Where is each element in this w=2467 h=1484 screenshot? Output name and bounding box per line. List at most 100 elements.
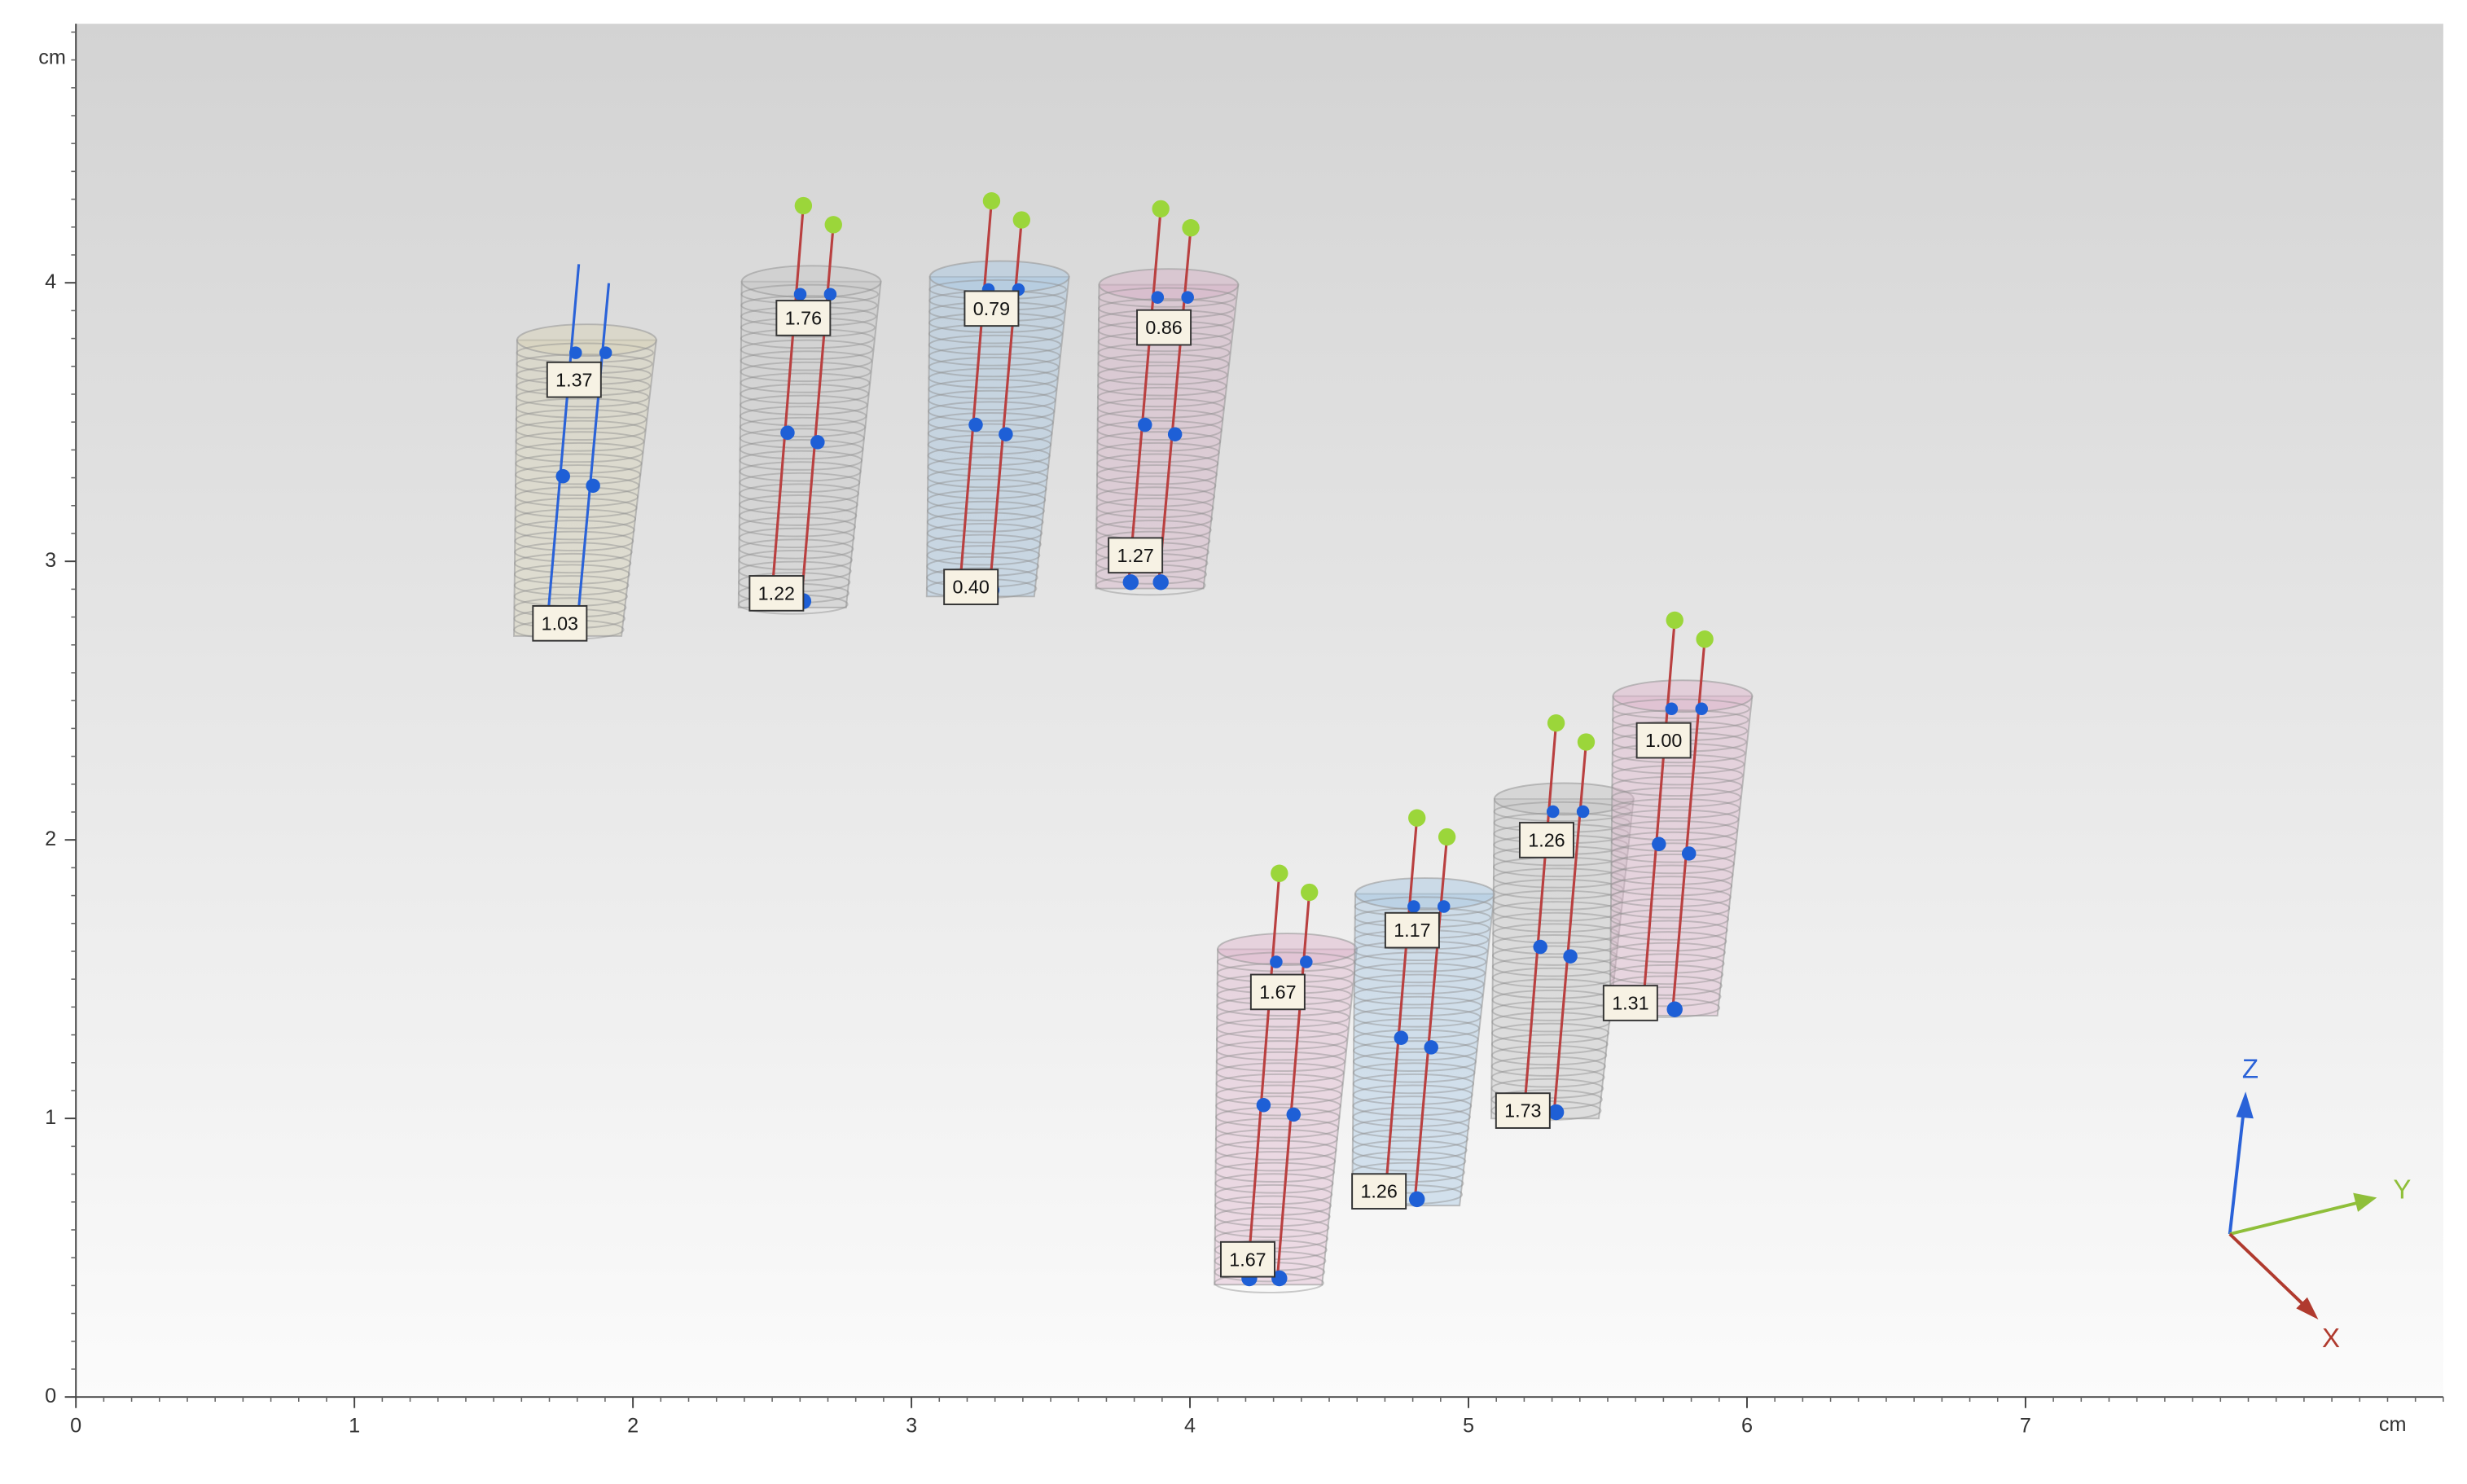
x-arrowhead [2296,1297,2319,1319]
implant-thread [926,511,1044,533]
guide-point [599,346,612,359]
implant-thread [1214,1139,1337,1161]
implant-label: 1.22 [758,583,795,604]
implant-thread [1609,931,1727,952]
plot-background [76,24,2443,1398]
guide-point [1681,846,1697,861]
implant-cap [516,323,657,358]
implant-thread [1215,1051,1345,1072]
implant-thread [738,516,857,538]
implant-cap [1217,933,1358,966]
implant-thread [1353,1029,1479,1050]
implant-thread [1215,1084,1342,1105]
implant-cap [1612,679,1754,713]
implant-thread [927,445,1051,467]
implant-thread [1609,908,1730,930]
implant-label: 0.40 [953,577,990,598]
implant-thread [515,409,647,430]
guide-point [1409,1191,1425,1208]
guide-tip [1182,219,1200,237]
implant-thread [514,530,634,551]
y-tick-label: 4 [45,270,56,293]
guide-line [959,200,993,586]
implant-thread [1215,1117,1340,1139]
guide-tip [794,196,813,215]
implant-thread [1353,962,1486,984]
guide-point [1547,1104,1565,1121]
guide-point [569,346,582,359]
implant-thread [513,564,630,585]
implant-thread [1096,453,1219,474]
guide-point [1407,900,1420,913]
guide-point [1181,291,1194,304]
implant-thread [739,483,860,504]
guide-line [1671,639,1706,1005]
label-box [532,604,588,642]
implant-thread [1354,951,1487,973]
implant-thread [928,357,1060,378]
implant-thread [515,431,645,452]
guide-line [546,264,581,626]
implant-thread [1216,1017,1349,1039]
implant-thread [1353,995,1482,1017]
guide-tip [1408,809,1426,827]
y-arrow [2229,1201,2360,1236]
implant-thread [1096,431,1222,452]
guide-point [1286,1107,1302,1122]
implant-thread [1609,942,1726,963]
implant-thread [740,361,871,383]
implant-thread [1097,375,1227,397]
implant: 1.17 1.26 [1351,809,1495,1210]
implant-thread [514,508,637,529]
guide-point [1270,955,1283,968]
implant-thread [739,416,867,438]
implant-thread [927,412,1054,433]
implant-thread [1352,1051,1477,1072]
implant-thread [1214,1151,1337,1172]
implant-thread [927,434,1052,455]
implant-thread [1096,419,1223,441]
guide-tip [1438,828,1456,846]
implant-thread [739,472,861,494]
implant-thread [1611,775,1743,797]
implant-label: 1.27 [1117,545,1153,566]
implant-thread [1490,1034,1609,1055]
x-tick-label: 5 [1463,1415,1474,1438]
implant-thread [1214,1195,1332,1216]
implant-thread [1353,1017,1480,1039]
implant-thread [514,542,633,563]
implant-thread [1609,964,1724,986]
implant-cap [1493,782,1635,816]
guide-line [1641,620,1676,1005]
label-box [1219,1240,1275,1278]
implant-thread [1610,853,1735,875]
implant-thread [740,384,870,405]
y-unit: cm [38,46,66,69]
implant: 1.00 1.31 [1602,611,1754,1021]
guide-line [1127,209,1162,578]
guide-point [968,417,983,432]
implant-thread [1610,842,1736,863]
guide-line [1553,741,1588,1108]
guide-point [1300,955,1313,968]
label-box [1602,985,1658,1021]
implant-thread [1492,901,1622,922]
guide-point [1665,702,1679,715]
implant-thread [1214,1183,1333,1205]
implant: 1.37 1.03 [513,264,657,642]
guide-point [810,435,825,450]
z-arrow [2228,1107,2246,1235]
implant-thread [928,367,1059,389]
x-arrow [2228,1232,2307,1308]
implant-cap [1354,877,1495,911]
x-tick-label: 0 [70,1415,81,1438]
implant-thread [1492,911,1621,933]
implant-thread [1610,876,1733,897]
implant-thread [738,505,858,526]
guide-line [1246,873,1281,1274]
implant-thread [740,372,871,393]
guide-point [1695,702,1708,715]
guide-tip [1577,733,1596,751]
implant-thread [927,423,1053,444]
guide-tip [1547,714,1565,732]
